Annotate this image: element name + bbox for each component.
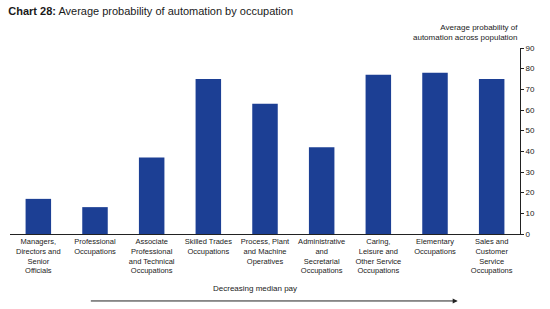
svg-text:60: 60 — [526, 106, 535, 115]
svg-text:ProfessionalOccupations: ProfessionalOccupations — [74, 237, 116, 256]
svg-text:40: 40 — [526, 147, 535, 156]
svg-text:30: 30 — [526, 168, 535, 177]
svg-text:10: 10 — [526, 209, 535, 218]
svg-text:90: 90 — [526, 44, 535, 53]
svg-text:Sales andCustomerServiceOccupa: Sales andCustomerServiceOccupations — [471, 237, 513, 275]
svg-text:ElementaryOccupations: ElementaryOccupations — [414, 237, 456, 256]
svg-text:80: 80 — [526, 64, 535, 73]
svg-text:Managers,Directors andSeniorOf: Managers,Directors andSeniorOfficials — [16, 237, 61, 275]
svg-text:Chart 28: Average probability: Chart 28: Average probability of automat… — [8, 5, 293, 17]
svg-text:Decreasing median pay: Decreasing median pay — [213, 284, 297, 293]
svg-text:AssociateProfessionaland Techn: AssociateProfessionaland TechnicalOccupa… — [129, 237, 175, 275]
svg-text:Process, Plantand MachineOpera: Process, Plantand MachineOperatives — [241, 237, 290, 266]
svg-text:50: 50 — [526, 126, 535, 135]
svg-text:Average probability ofautomati: Average probability ofautomation across … — [413, 23, 518, 42]
svg-text:AdministrativeandSecretarialOc: AdministrativeandSecretarialOccupations — [298, 237, 345, 275]
svg-text:20: 20 — [526, 188, 535, 197]
svg-text:Caring,Leisure andOther Servic: Caring,Leisure andOther ServiceOccupatio… — [355, 237, 401, 275]
svg-text:0: 0 — [526, 230, 531, 239]
svg-text:Skilled TradesOccupations: Skilled TradesOccupations — [185, 237, 232, 256]
svg-text:70: 70 — [526, 85, 535, 94]
